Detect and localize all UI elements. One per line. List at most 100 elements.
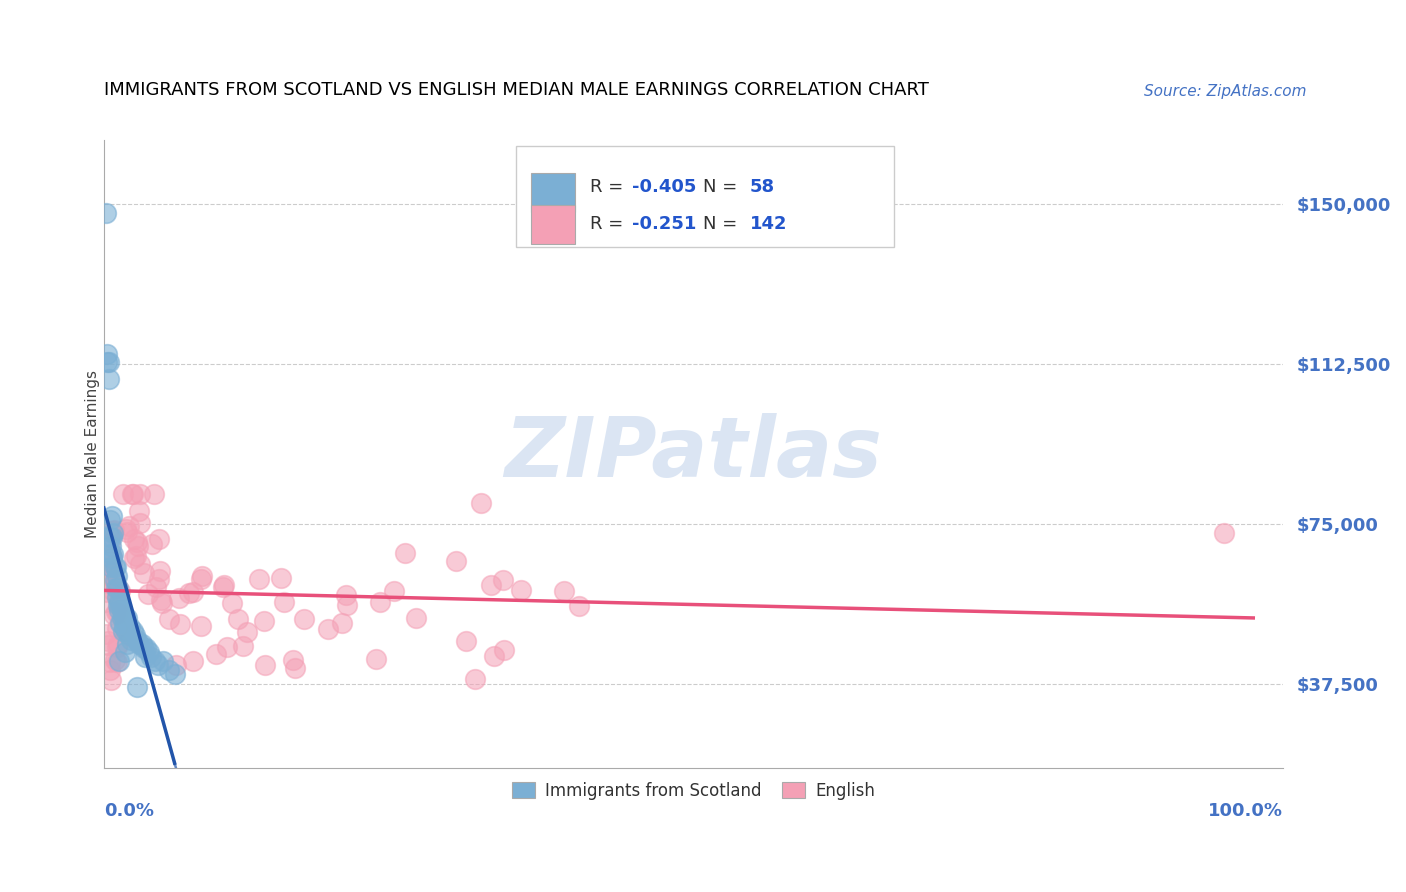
Point (128, 504, 150, 518)
Point (148, 572, 170, 586)
Point (283, 653, 305, 667)
Point (149, 564, 172, 578)
Point (94, 575, 117, 590)
Point (128, 637, 150, 651)
Point (382, 584, 405, 599)
Point (138, 645, 160, 659)
Text: 142: 142 (749, 215, 787, 233)
Point (141, 537, 163, 551)
Point (107, 606, 129, 620)
Point (482, 648, 505, 663)
Point (366, 652, 388, 666)
Point (104, 653, 127, 667)
Point (105, 580, 128, 594)
Point (177, 585, 200, 599)
Point (122, 487, 145, 501)
Point (190, 572, 212, 586)
Point (205, 647, 228, 661)
Point (122, 624, 145, 638)
Point (284, 661, 307, 675)
Point (273, 595, 295, 609)
Point (368, 595, 391, 609)
Point (132, 641, 155, 656)
Point (167, 591, 190, 606)
Point (226, 612, 249, 626)
Point (97, 634, 120, 648)
Point (103, 560, 125, 574)
Point (253, 614, 276, 628)
Point (96, 346, 118, 360)
Point (111, 624, 134, 638)
Point (131, 637, 153, 651)
Text: R =: R = (589, 215, 628, 233)
Point (112, 611, 135, 625)
Text: R =: R = (589, 178, 628, 195)
Point (124, 532, 146, 546)
Point (118, 628, 141, 642)
Point (107, 599, 129, 613)
Point (115, 624, 138, 638)
Point (125, 535, 148, 549)
Point (127, 539, 149, 553)
Point (104, 605, 127, 619)
Text: N =: N = (703, 178, 742, 195)
Text: 0.0%: 0.0% (104, 802, 153, 821)
Point (98, 655, 121, 669)
Point (105, 590, 128, 604)
Point (103, 607, 125, 622)
Point (446, 554, 468, 568)
Point (190, 619, 212, 633)
Point (98, 513, 121, 527)
Point (125, 632, 148, 647)
Point (405, 611, 427, 625)
Point (100, 567, 122, 582)
Point (110, 599, 132, 613)
Point (114, 645, 136, 659)
Point (98, 530, 121, 544)
Point (114, 615, 136, 630)
Point (211, 580, 233, 594)
Point (117, 637, 139, 651)
Point (157, 612, 180, 626)
Point (112, 620, 135, 634)
Point (118, 620, 141, 634)
Point (330, 615, 353, 630)
Point (394, 546, 416, 560)
Point (108, 594, 131, 608)
Point (146, 658, 169, 673)
FancyBboxPatch shape (530, 173, 575, 212)
Y-axis label: Median Male Earnings: Median Male Earnings (86, 370, 100, 538)
Point (456, 634, 478, 648)
Point (110, 611, 132, 625)
Point (100, 673, 122, 688)
Point (104, 560, 127, 574)
Point (101, 558, 124, 572)
Point (96, 205, 118, 219)
Point (191, 569, 214, 583)
Point (129, 516, 152, 530)
Point (97, 355, 120, 369)
Point (105, 568, 128, 582)
Point (145, 580, 167, 594)
FancyBboxPatch shape (530, 205, 575, 244)
Text: 58: 58 (749, 178, 775, 195)
Point (100, 582, 122, 597)
Point (101, 551, 124, 566)
Legend: Immigrants from Scotland, English: Immigrants from Scotland, English (505, 775, 882, 806)
Point (124, 551, 146, 566)
Point (470, 496, 492, 510)
Point (492, 573, 515, 587)
Point (97, 372, 120, 386)
Point (568, 599, 591, 614)
Point (149, 593, 172, 607)
Point (115, 524, 138, 539)
Point (108, 596, 131, 610)
Point (107, 637, 129, 651)
Point (101, 508, 124, 523)
Point (94, 595, 117, 609)
Point (1212, 525, 1234, 540)
Point (128, 557, 150, 571)
Point (148, 532, 170, 546)
Text: 100.0%: 100.0% (1208, 802, 1282, 821)
Point (128, 487, 150, 501)
